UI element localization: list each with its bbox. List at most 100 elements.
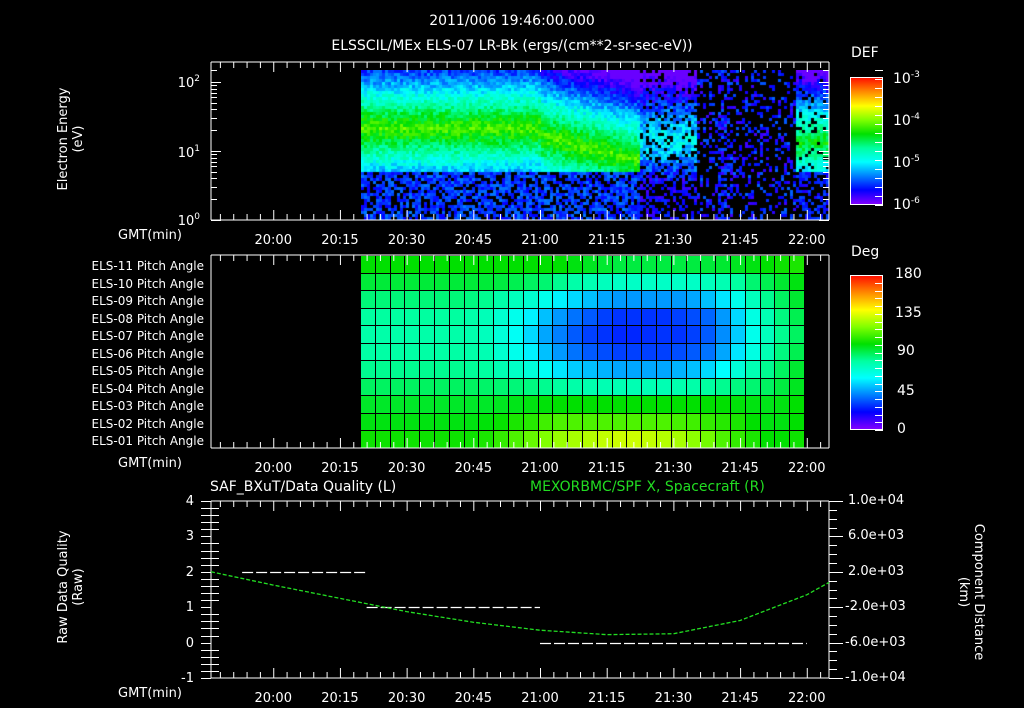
deg-colorbar-label: Deg bbox=[851, 244, 880, 260]
right-axis-tick-label: 1.0e+04 bbox=[848, 493, 905, 508]
left-axis-tick-label: 3 bbox=[185, 529, 194, 545]
pitch-angle-cell bbox=[627, 396, 643, 414]
pitch-angle-cell bbox=[745, 378, 761, 397]
pitch-angle-cell bbox=[375, 291, 391, 309]
pitch-angle-cell bbox=[760, 291, 776, 309]
pitch-angle-cell bbox=[627, 273, 643, 292]
pitch-angle-cell bbox=[701, 413, 717, 432]
pitch-angle-cell bbox=[464, 361, 480, 379]
pitch-angle-grid bbox=[361, 256, 805, 449]
pitch-angle-cell bbox=[671, 308, 687, 327]
spectrogram-panel: Electron Energy (eV) 102 101 100 GMT(min… bbox=[0, 0, 1024, 248]
deg-colorbar-ticks bbox=[875, 275, 883, 431]
pitch-angle-cell bbox=[509, 273, 524, 292]
time-tick-label: 21:15 bbox=[587, 461, 626, 476]
right-axis-tick-label: 6.0e+03 bbox=[848, 528, 905, 544]
pitch-angle-cell bbox=[538, 396, 554, 414]
pitch-angle-cell bbox=[568, 273, 583, 292]
pitch-angle-cell bbox=[612, 256, 628, 274]
pitch-angle-cell bbox=[479, 413, 495, 432]
pitch-angle-cell bbox=[449, 273, 465, 292]
pitch-angle-cell bbox=[553, 308, 569, 327]
pitch-angle-cell bbox=[553, 361, 569, 379]
energy-tick-100: 102 bbox=[177, 74, 200, 91]
pitch-angle-cell bbox=[435, 396, 450, 414]
pitch-angle-cell bbox=[420, 273, 435, 292]
pitch-angle-cell bbox=[405, 308, 421, 327]
pitch-angle-cell bbox=[642, 378, 657, 397]
pitch-angle-cell bbox=[790, 273, 805, 292]
pitch-angle-cell bbox=[449, 413, 465, 432]
pitch-angle-cell bbox=[597, 273, 613, 292]
time-tick-label: 20:15 bbox=[321, 691, 359, 706]
pitch-angle-cell bbox=[642, 413, 657, 432]
pitch-angle-cell bbox=[405, 396, 421, 414]
pitch-angle-cell bbox=[494, 361, 509, 379]
time-tick-label: 21:30 bbox=[654, 691, 693, 706]
time-tick-label: 22:00 bbox=[788, 691, 826, 706]
pitch-angle-row-label: ELS-05 Pitch Angle bbox=[91, 364, 204, 379]
pitch-angle-cell bbox=[686, 361, 702, 379]
pitch-angle-cell bbox=[390, 273, 406, 292]
pitch-angle-cell bbox=[361, 396, 376, 414]
pitch-angle-row-label: ELS-03 Pitch Angle bbox=[91, 399, 204, 414]
pitch-angle-cell bbox=[420, 256, 435, 274]
pitch-angle-cell bbox=[375, 308, 391, 327]
pitch-angle-cell bbox=[494, 396, 509, 414]
left-axis-tick-label: 0 bbox=[185, 635, 194, 651]
pitch-angle-cell bbox=[523, 413, 539, 432]
pitch-angle-cell bbox=[612, 343, 628, 362]
pitch-angle-cell bbox=[361, 291, 376, 309]
left-axis-tick-label: -1 bbox=[181, 671, 194, 686]
right-series-title: MEXORBMC/SPF X, Spacecraft (R) bbox=[530, 479, 765, 495]
pitch-angle-cell bbox=[775, 378, 791, 397]
pitch-angle-cell bbox=[435, 343, 450, 362]
pitch-angle-cell bbox=[523, 343, 539, 362]
pitch-angle-cell bbox=[745, 273, 761, 292]
pitch-angle-cell bbox=[597, 291, 613, 309]
time-tick-label: 21:00 bbox=[521, 461, 559, 476]
pitch-angle-cell bbox=[612, 378, 628, 397]
pitch-angle-cell bbox=[479, 396, 495, 414]
pitch-angle-cell bbox=[538, 273, 554, 292]
pitch-angle-cell bbox=[642, 396, 657, 414]
pitch-angle-cell bbox=[627, 413, 643, 432]
pitch-angle-cell bbox=[494, 378, 509, 397]
pitch-angle-cell bbox=[435, 308, 450, 327]
pitch-angle-cell bbox=[390, 343, 406, 362]
pitch-angle-cell bbox=[568, 326, 583, 344]
pitch-angle-cell bbox=[390, 308, 406, 327]
pitch-angle-cell bbox=[375, 343, 391, 362]
time-tick-label: 21:45 bbox=[721, 691, 759, 706]
pitch-angle-cell bbox=[538, 256, 554, 274]
pitch-angle-cell bbox=[760, 308, 776, 327]
deg-tick-135: 135 bbox=[895, 305, 922, 321]
pitch-angle-cell bbox=[479, 326, 495, 344]
pitch-angle-cell bbox=[701, 326, 717, 344]
deg-tick-0: 0 bbox=[897, 421, 906, 437]
pitch-angle-cell bbox=[597, 378, 613, 397]
pitch-angle-cell bbox=[716, 308, 731, 327]
pitch-angle-cell bbox=[597, 343, 613, 362]
pitch-angle-cell bbox=[553, 378, 569, 397]
pitch-angle-cell bbox=[716, 378, 731, 397]
pitch-angle-cell bbox=[775, 396, 791, 414]
pitch-angle-cell bbox=[657, 273, 672, 292]
pitch-angle-cell bbox=[583, 326, 598, 344]
pitch-angle-cell bbox=[686, 326, 702, 344]
pitch-angle-cell bbox=[523, 378, 539, 397]
pitch-angle-cell bbox=[583, 413, 598, 432]
pitch-angle-cell bbox=[612, 326, 628, 344]
time-axis-label: GMT(min) bbox=[118, 228, 182, 243]
time-tick-label: 21:45 bbox=[721, 461, 759, 476]
pitch-angle-cell bbox=[553, 326, 569, 344]
pitch-angle-cell bbox=[701, 308, 717, 327]
pitch-angle-cell bbox=[657, 291, 672, 309]
pitch-angle-cell bbox=[583, 308, 598, 327]
energy-tick-10: 101 bbox=[177, 144, 200, 161]
def-tick-1e-3: 10-3 bbox=[893, 70, 920, 87]
pitch-angle-cell bbox=[509, 378, 524, 397]
pitch-angle-cell bbox=[538, 291, 554, 309]
pitch-angle-cell bbox=[612, 413, 628, 432]
pitch-angle-cell bbox=[494, 308, 509, 327]
